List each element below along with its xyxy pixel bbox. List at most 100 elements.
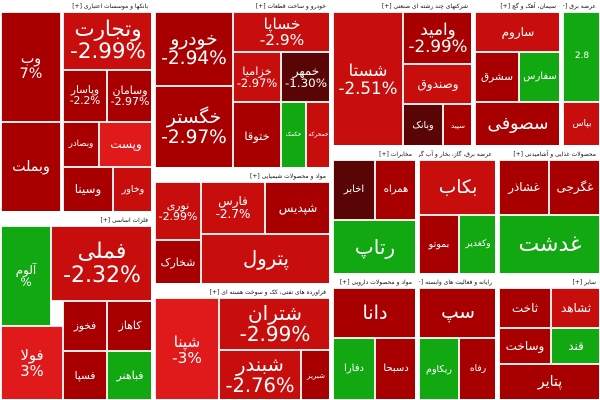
stock-tile[interactable]: وبانک <box>403 104 443 145</box>
stock-tile[interactable]: سشرق <box>475 52 519 102</box>
stock-tile[interactable]: شپدیس <box>265 182 329 234</box>
stock-tile[interactable]: بموتو <box>419 215 459 273</box>
sector-header[interactable]: سایر [+] <box>499 277 599 288</box>
stock-tile[interactable]: وساخت <box>499 328 551 364</box>
stock-symbol: بموتو <box>428 239 450 250</box>
stock-tile[interactable]: فسپا <box>63 351 107 399</box>
stock-tile[interactable]: بپاس <box>563 102 599 145</box>
sector-header[interactable]: بانکها و موسسات اعتباری [+] <box>1 1 151 12</box>
sector-body: فملی -2.32% آلوم% فولا 3% فخوز کاهاز فسپا فباهنر <box>1 226 151 399</box>
stock-tile[interactable]: فباهنر <box>107 351 151 399</box>
stock-tile[interactable]: بکاب <box>419 160 495 215</box>
stock-tile[interactable]: شبندر -2.76% <box>219 350 301 399</box>
sector-body: غشاذر غگرجی غدشت <box>499 160 599 273</box>
stock-tile[interactable]: فملی -2.32% <box>51 226 151 301</box>
sector-header[interactable]: محصولات غذایی و آشامیدنی [+] <box>499 149 599 160</box>
stock-tile[interactable]: فارس -2.7% <box>201 182 265 234</box>
stock-tile[interactable]: غدشت <box>499 215 599 273</box>
stock-tile[interactable]: شخارک <box>155 240 201 283</box>
sector-header[interactable]: مواد و محصولات دارویی [+] <box>333 277 415 288</box>
stock-tile[interactable]: ختوقا <box>233 102 281 167</box>
stock-tile[interactable]: وسینا <box>63 167 113 211</box>
sector-refining: فراورده های نفتی، کک و سوخت هسته ای [+] ش… <box>154 286 330 400</box>
stock-tile[interactable]: وامید -2.99% <box>403 12 471 64</box>
stock-tile[interactable]: غشاذر <box>499 160 549 215</box>
stock-change: -2.94% <box>161 48 227 69</box>
stock-change: 3% <box>20 362 44 380</box>
sector-metals: شرکتهای چند رشته ای صنعتی [+] شستا -2.51% و… <box>332 0 472 146</box>
stock-tile[interactable]: رفاه <box>459 338 495 399</box>
stock-tile[interactable]: خگستر -2.97% <box>155 86 233 167</box>
stock-tile[interactable]: خمحرکه <box>306 102 329 167</box>
stock-symbol: دانا <box>362 300 388 324</box>
stock-symbol: خودرو <box>170 28 218 50</box>
stock-symbol: وسامان <box>112 83 148 97</box>
stock-tile[interactable]: سپید <box>443 104 471 145</box>
stock-tile[interactable]: 2.8 <box>563 12 599 102</box>
sector-header[interactable]: فلزات اساسی [+] <box>1 215 151 226</box>
stock-change: 7% <box>19 66 43 82</box>
sector-header[interactable]: رایانه و فعالیت های وابسته [+] <box>419 277 495 288</box>
stock-symbol: وامید <box>420 19 456 39</box>
sector-header[interactable]: عرضه برق [+] <box>563 1 599 12</box>
sector-header[interactable]: خودرو و ساخت قطعات [+] <box>155 1 329 12</box>
stock-tile[interactable]: شستا -2.51% <box>333 12 403 145</box>
stock-tile[interactable]: خکمک <box>281 102 306 167</box>
sector-header[interactable]: مواد و محصولات شیمیایی [+] <box>155 171 329 182</box>
sector-header[interactable]: عرضه برق، گاز، بخار و آب گرم [+] <box>419 149 495 160</box>
stock-tile[interactable]: شپنا -3% <box>155 298 219 399</box>
stock-symbol: شپدیس <box>278 200 318 215</box>
stock-tile[interactable]: پترول <box>201 234 329 283</box>
stock-tile[interactable]: وکغدیر <box>459 215 495 273</box>
stock-tile[interactable]: فولا 3% <box>1 326 63 399</box>
sector-header[interactable]: مخابرات [+] <box>333 149 415 160</box>
stock-tile[interactable]: وخاور <box>113 167 151 211</box>
stock-tile[interactable]: همراه <box>375 160 415 220</box>
stock-tile[interactable]: کاهاز <box>107 301 151 351</box>
stock-tile[interactable]: شتران -2.99% <box>219 298 329 350</box>
stock-symbol: ختوقا <box>244 128 270 143</box>
stock-tile[interactable]: رتاپ <box>333 220 415 273</box>
stock-tile[interactable]: وپاسار -2.2% <box>63 70 107 122</box>
stock-tile[interactable]: شبریز <box>301 350 329 399</box>
stock-tile[interactable]: دسبحا <box>375 338 415 399</box>
stock-tile[interactable]: ثشاهد <box>551 288 599 328</box>
stock-symbol: خزامیا <box>242 64 272 79</box>
sector-header[interactable]: فراورده های نفتی، کک و سوخت هسته ای [+] <box>155 287 329 298</box>
stock-tile[interactable]: وب 7% <box>1 12 61 122</box>
stock-tile[interactable]: وصندوق <box>403 64 471 104</box>
stock-change: -2.9% <box>259 31 305 49</box>
stock-tile[interactable]: ثاخت <box>499 288 551 328</box>
stock-tile[interactable]: سفارس <box>519 52 559 102</box>
stock-tile[interactable]: فخوز <box>63 301 107 351</box>
stock-tile[interactable]: دانا <box>333 288 415 338</box>
stock-change: -2.32% <box>63 262 141 288</box>
stock-symbol: وب <box>20 51 42 68</box>
sector-header[interactable]: شرکتهای چند رشته ای صنعتی [+] <box>333 1 471 12</box>
stock-tile[interactable]: ریکاوم <box>419 338 459 399</box>
stock-tile[interactable]: ساروم <box>475 12 559 52</box>
stock-tile[interactable]: خودرو -2.94% <box>155 12 233 86</box>
stock-tile[interactable]: وبملت <box>1 122 61 211</box>
sector-header[interactable]: سیمان، آهک و گچ [+] <box>475 1 559 12</box>
sector-body: ثاخت ثشاهد وساخت قند پتایر <box>499 288 599 399</box>
sector-utilities: عرضه برق [+] 2.8 بپاس <box>562 0 600 146</box>
stock-tile[interactable]: سپ <box>419 288 495 338</box>
stock-tile[interactable]: پتایر <box>499 364 599 399</box>
stock-tile[interactable]: خساپا -2.9% <box>233 12 329 52</box>
stock-tile[interactable]: غگرجی <box>549 160 599 215</box>
stock-symbol: غگرجی <box>556 180 594 195</box>
stock-tile[interactable]: دفارا <box>333 338 375 399</box>
stock-tile[interactable]: آلوم% <box>1 226 51 326</box>
stock-tile[interactable]: وسامان -2.97% <box>107 70 151 122</box>
stock-tile[interactable]: خمهر -1.30% <box>281 52 329 102</box>
stock-tile[interactable]: قند <box>551 328 599 364</box>
stock-tile[interactable]: خزامیا -2.97% <box>233 52 281 102</box>
stock-tile[interactable]: وپست <box>99 122 151 167</box>
stock-tile[interactable]: اخابر <box>333 160 375 220</box>
stock-symbol: وسینا <box>74 182 102 197</box>
stock-tile[interactable]: وتجارت -2.99% <box>63 12 151 70</box>
stock-tile[interactable]: وبصادر <box>63 122 99 167</box>
stock-tile[interactable]: نوری -2.99% <box>155 182 201 240</box>
stock-tile[interactable]: سصوفی <box>475 102 559 145</box>
